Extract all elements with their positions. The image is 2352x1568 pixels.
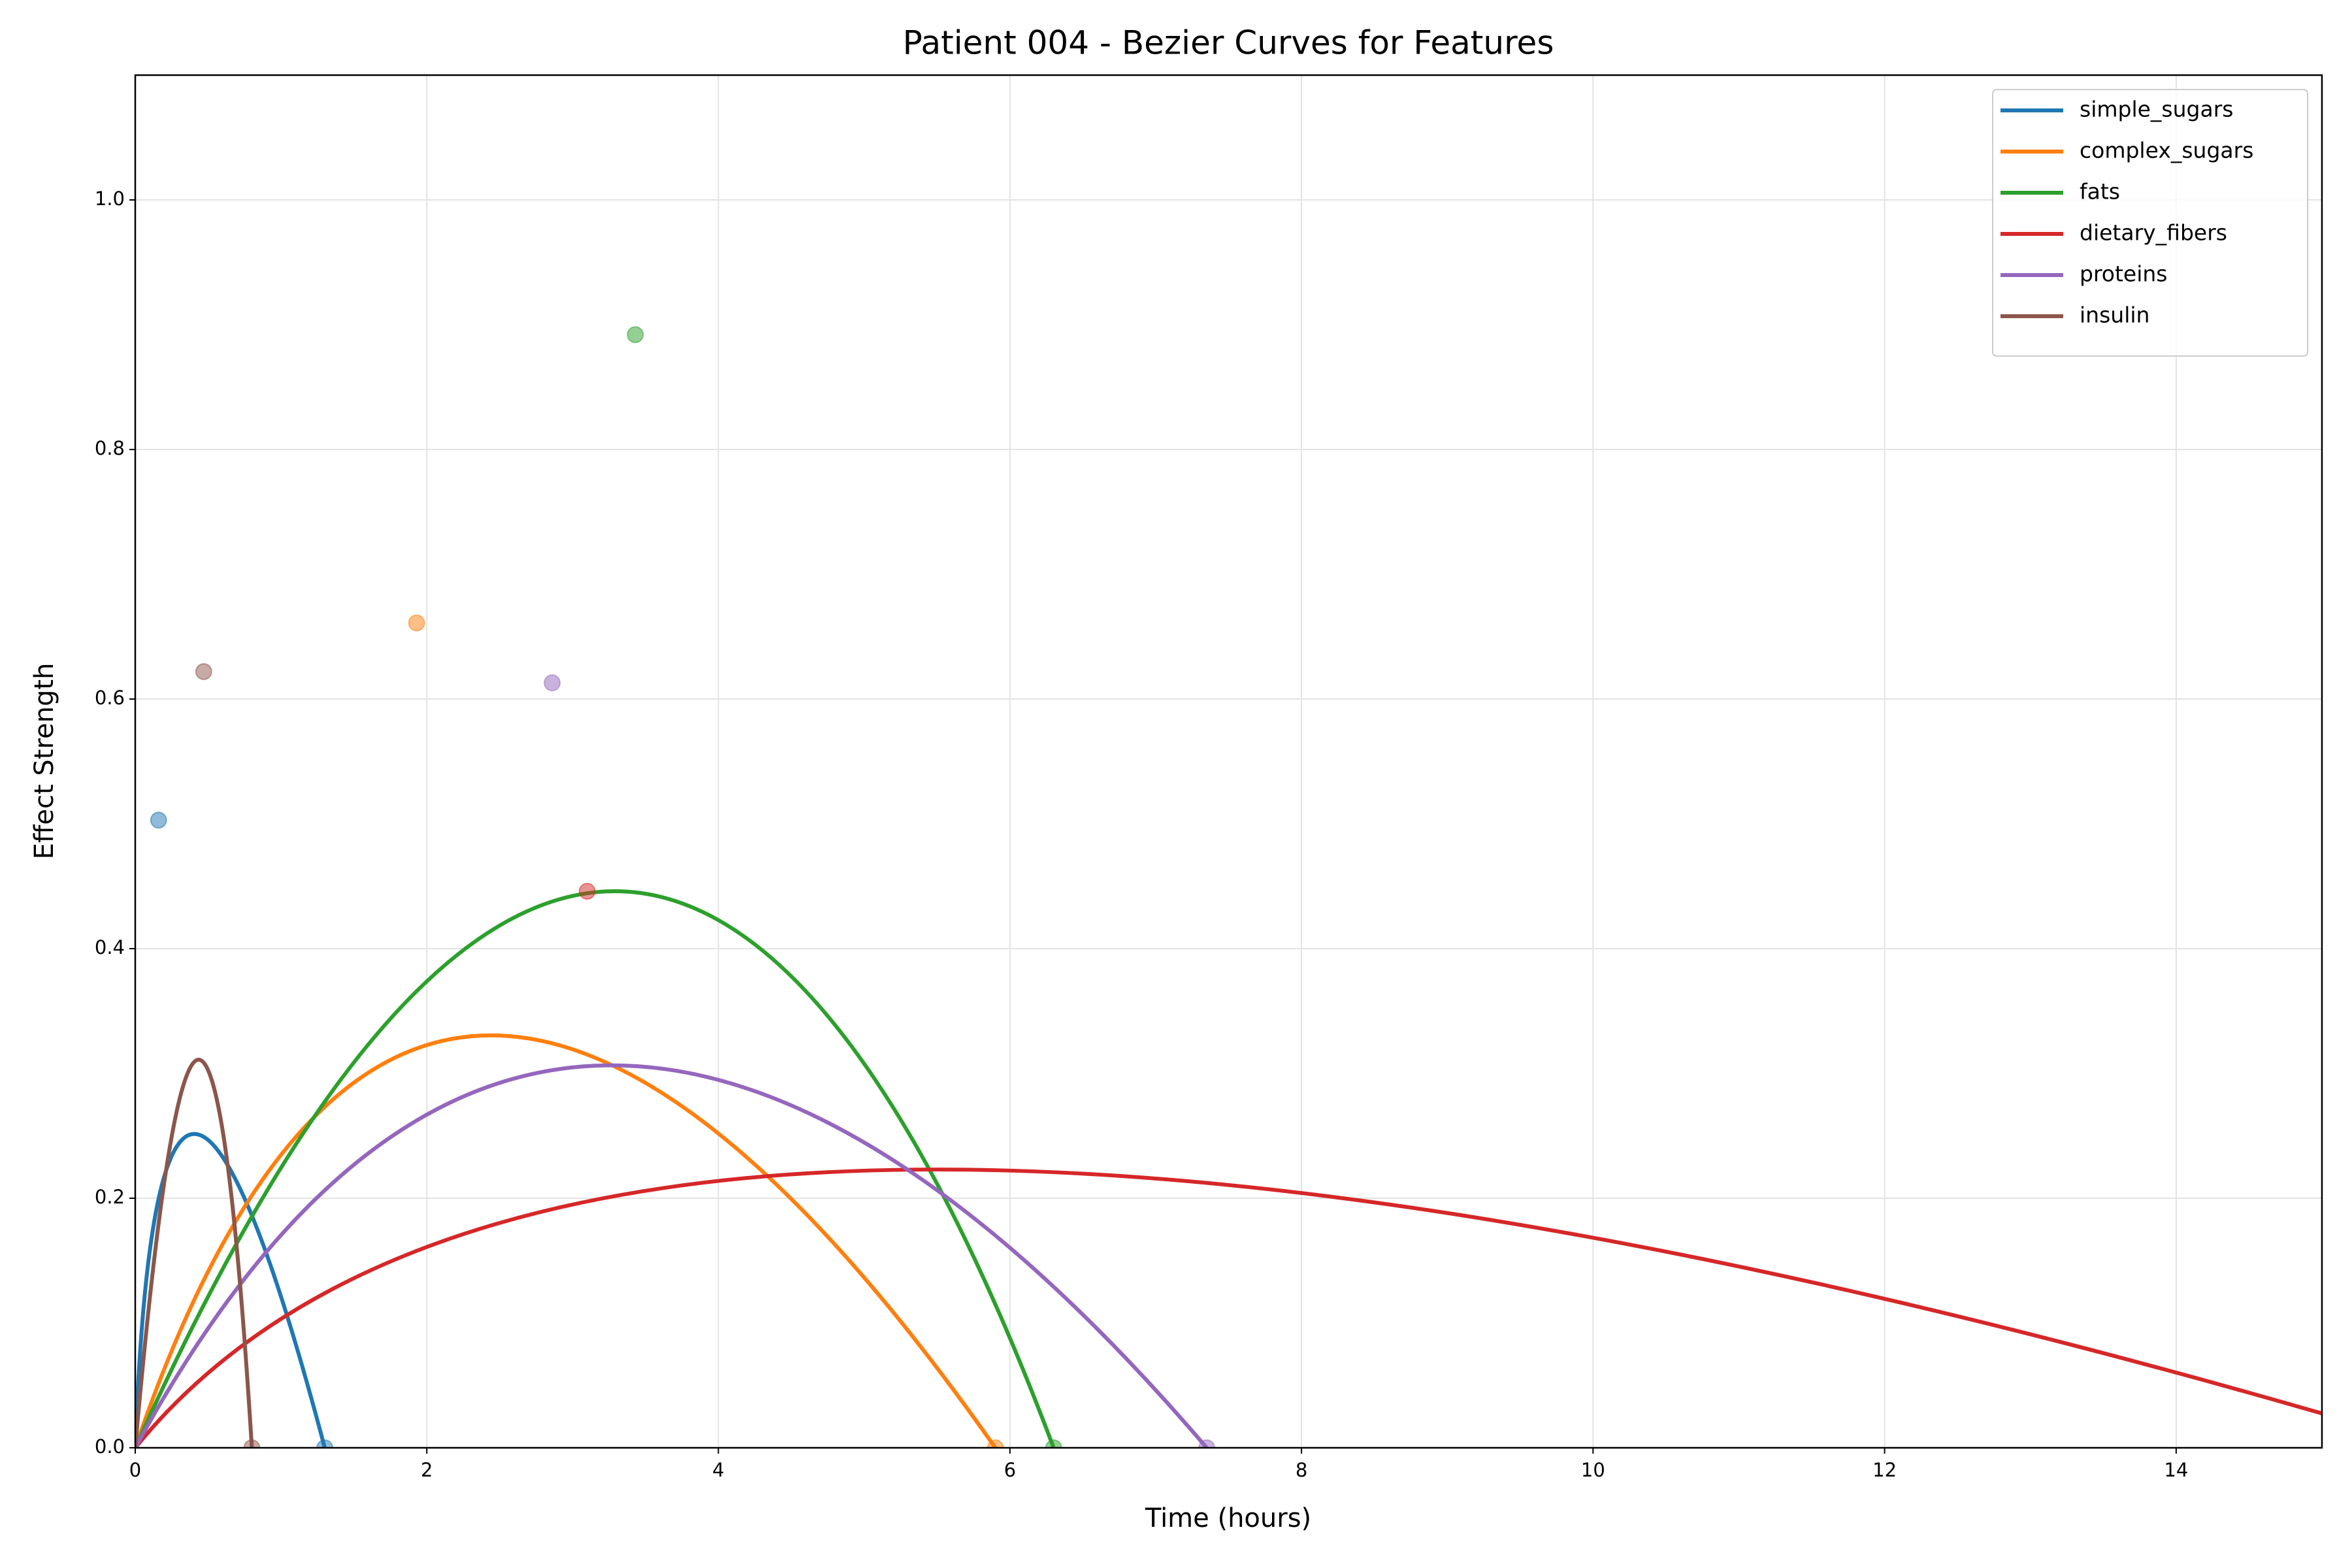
legend-label: dietary_fibers	[2080, 220, 2227, 246]
y-tick-label: 0.8	[95, 437, 125, 459]
bezier-curve	[135, 1168, 2322, 1448]
control-point	[408, 614, 425, 632]
control-point	[578, 883, 596, 900]
x-tick-label: 14	[2164, 1459, 2188, 1481]
y-axis-label: Effect Strength	[29, 663, 59, 860]
control-point	[243, 1439, 261, 1448]
legend-label: simple_sugars	[2080, 97, 2233, 122]
legend-label: fats	[2080, 179, 2120, 204]
x-tick-label: 12	[1872, 1459, 1897, 1481]
legend-box	[1992, 89, 2308, 357]
control-point	[627, 326, 644, 344]
x-tick-label: 0	[129, 1459, 141, 1481]
control-point	[544, 674, 561, 692]
axes: 0 2 4 6 8 10 12 14 0.0 0.2 0.4 0.6 0.8 1.0	[95, 188, 2188, 1481]
control-point	[987, 1439, 1004, 1448]
legend-label: complex_sugars	[2080, 138, 2253, 163]
x-tick-label: 6	[1004, 1459, 1016, 1481]
x-axis-label: Time (hours)	[1145, 1503, 1311, 1533]
x-tick-label: 4	[712, 1459, 724, 1481]
bezier-curve	[135, 889, 1056, 1448]
x-tick-label: 8	[1296, 1459, 1307, 1481]
bezier-curve	[135, 1132, 327, 1448]
control-point	[150, 811, 167, 829]
legend-label: proteins	[2080, 261, 2168, 287]
control-point	[1045, 1439, 1062, 1448]
control-point	[1198, 1439, 1216, 1448]
bezier-curve	[135, 1058, 254, 1448]
legend-label: insulin	[2080, 302, 2149, 328]
plot-area	[135, 326, 2322, 1448]
chart-title: Patient 004 - Bezier Curves for Features	[903, 24, 1554, 62]
y-tick-label: 0.2	[95, 1186, 125, 1208]
bezier-curve	[135, 1034, 997, 1448]
x-tick-label: 10	[1581, 1459, 1605, 1481]
control-point	[195, 662, 212, 680]
y-tick-label: 0.4	[95, 936, 125, 958]
x-tick-label: 2	[421, 1459, 433, 1481]
plot-frame	[134, 74, 2323, 1449]
bezier-curve	[135, 1063, 1209, 1448]
y-tick-label: 0.6	[95, 687, 125, 709]
y-tick-label: 0.0	[95, 1435, 125, 1458]
control-point	[316, 1439, 334, 1448]
y-tick-label: 1.0	[95, 188, 125, 210]
